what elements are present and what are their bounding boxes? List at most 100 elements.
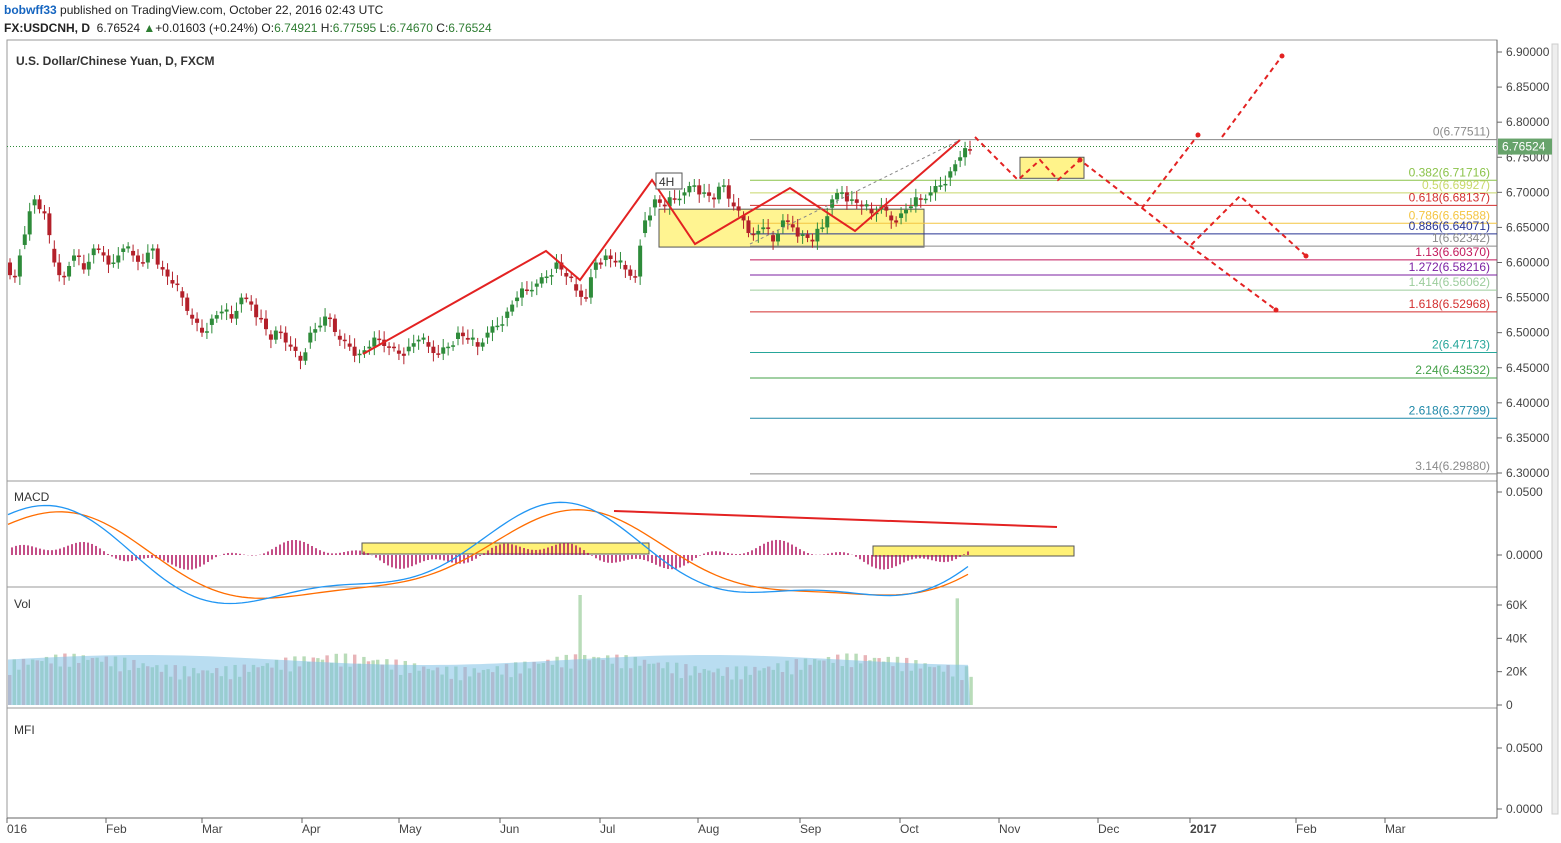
volume-bar xyxy=(578,595,582,705)
time-tick-label: Jul xyxy=(600,822,615,836)
candle-body xyxy=(707,192,712,196)
candle-body xyxy=(652,199,657,208)
candle-body xyxy=(810,239,815,242)
candle-body xyxy=(37,199,42,210)
ohlc-line: FX:USDCNH, D 6.76524 ▲+0.01603 (+0.24%) … xyxy=(4,21,492,35)
candle-body xyxy=(840,192,844,194)
candle-body xyxy=(844,192,849,202)
high-value: 6.77595 xyxy=(332,21,377,35)
price-tick-label: 6.50000 xyxy=(1506,326,1550,340)
candle-body xyxy=(140,262,145,264)
candle-body xyxy=(953,164,958,172)
candle-body xyxy=(864,204,869,207)
volume-tick-label: 20K xyxy=(1506,665,1527,679)
candle-body xyxy=(677,198,682,201)
candle-body xyxy=(273,330,278,340)
candle-body xyxy=(57,262,62,276)
candle-body xyxy=(908,206,913,209)
time-tick-label: Oct xyxy=(900,822,919,836)
time-tick-label: 2017 xyxy=(1190,822,1217,836)
candle-body xyxy=(421,337,426,340)
macd-signal-line xyxy=(7,509,969,599)
time-tick-label: Jun xyxy=(500,822,519,836)
candle-body xyxy=(47,213,52,236)
candle-body xyxy=(288,344,293,347)
candle-body xyxy=(446,346,451,349)
mfi-tick-label: 0.0500 xyxy=(1506,741,1543,755)
macd-line xyxy=(7,501,969,605)
candle-body xyxy=(91,248,96,256)
price-tick-label: 6.90000 xyxy=(1506,45,1550,59)
close-value: 6.76524 xyxy=(448,21,492,35)
candle-body xyxy=(849,199,854,201)
mfi-panel xyxy=(6,707,1498,819)
fib-level-label: 0.382(6.71716) xyxy=(1409,165,1490,179)
candle-body xyxy=(145,252,150,263)
time-tick-label: Dec xyxy=(1098,822,1119,836)
candle-body xyxy=(116,255,121,263)
candle-body xyxy=(657,199,662,203)
candle-body xyxy=(884,206,889,211)
up-arrow-icon: ▲ xyxy=(143,21,156,35)
fib-level-label: 1.272(6.58216) xyxy=(1409,260,1490,274)
candle-body xyxy=(347,343,352,347)
candle-body xyxy=(67,266,72,277)
candle-body xyxy=(387,346,392,348)
candle-body xyxy=(323,316,328,326)
fib-level-label: 1.414(6.56062) xyxy=(1409,275,1490,289)
candle-body xyxy=(918,198,923,200)
price-scale-scrollbar[interactable] xyxy=(1551,43,1559,815)
time-tick-label: Nov xyxy=(999,822,1020,836)
candle-body xyxy=(308,332,313,343)
price-tick-label: 6.35000 xyxy=(1506,431,1550,445)
fib-level-label: 0.886(6.64071) xyxy=(1409,219,1490,233)
candle-body xyxy=(687,186,692,193)
candle-body xyxy=(859,204,864,207)
candle-body xyxy=(96,248,101,250)
candle-body xyxy=(106,255,111,265)
candle-body xyxy=(465,337,470,340)
candle-body xyxy=(170,280,175,284)
candle-body xyxy=(579,290,584,297)
candle-body xyxy=(352,346,357,356)
candle-body xyxy=(515,297,520,302)
open-label: O: xyxy=(261,21,275,35)
volume-bar xyxy=(969,676,973,705)
high-label: H: xyxy=(320,21,333,35)
candle-body xyxy=(456,332,460,339)
fib-level-label: 1.13(6.60370) xyxy=(1415,245,1490,259)
candle-body xyxy=(835,193,840,200)
candle-body xyxy=(411,343,416,347)
candle-body xyxy=(298,355,303,361)
candlestick-series xyxy=(8,140,972,370)
candle-body xyxy=(805,234,810,238)
candle-body xyxy=(283,332,288,343)
candle-body xyxy=(209,318,214,325)
candle-body xyxy=(825,216,830,228)
candle-body xyxy=(190,314,195,319)
author-name[interactable]: bobwff33 xyxy=(4,3,57,17)
candle-body xyxy=(584,297,588,299)
candle-body xyxy=(716,186,721,200)
candle-body xyxy=(815,228,820,242)
candle-body xyxy=(913,197,918,207)
macd-tick-label: 0.0500 xyxy=(1506,485,1543,499)
candle-body xyxy=(894,220,899,223)
candle-body xyxy=(357,353,362,356)
arrow-head xyxy=(1279,53,1285,59)
candle-body xyxy=(180,291,185,298)
candle-body xyxy=(771,235,776,242)
candle-body xyxy=(785,220,790,222)
candle-body xyxy=(574,284,579,291)
candle-body xyxy=(643,220,648,234)
candle-body xyxy=(470,337,475,340)
candle-body xyxy=(185,297,190,311)
candle-body xyxy=(928,192,933,196)
candle-body xyxy=(761,227,766,230)
candle-body xyxy=(741,215,746,221)
last-price-value: 6.76524 xyxy=(1502,140,1546,154)
macd-title: MACD xyxy=(14,490,50,504)
candle-body xyxy=(520,288,524,298)
low-value: 6.74670 xyxy=(389,21,433,35)
